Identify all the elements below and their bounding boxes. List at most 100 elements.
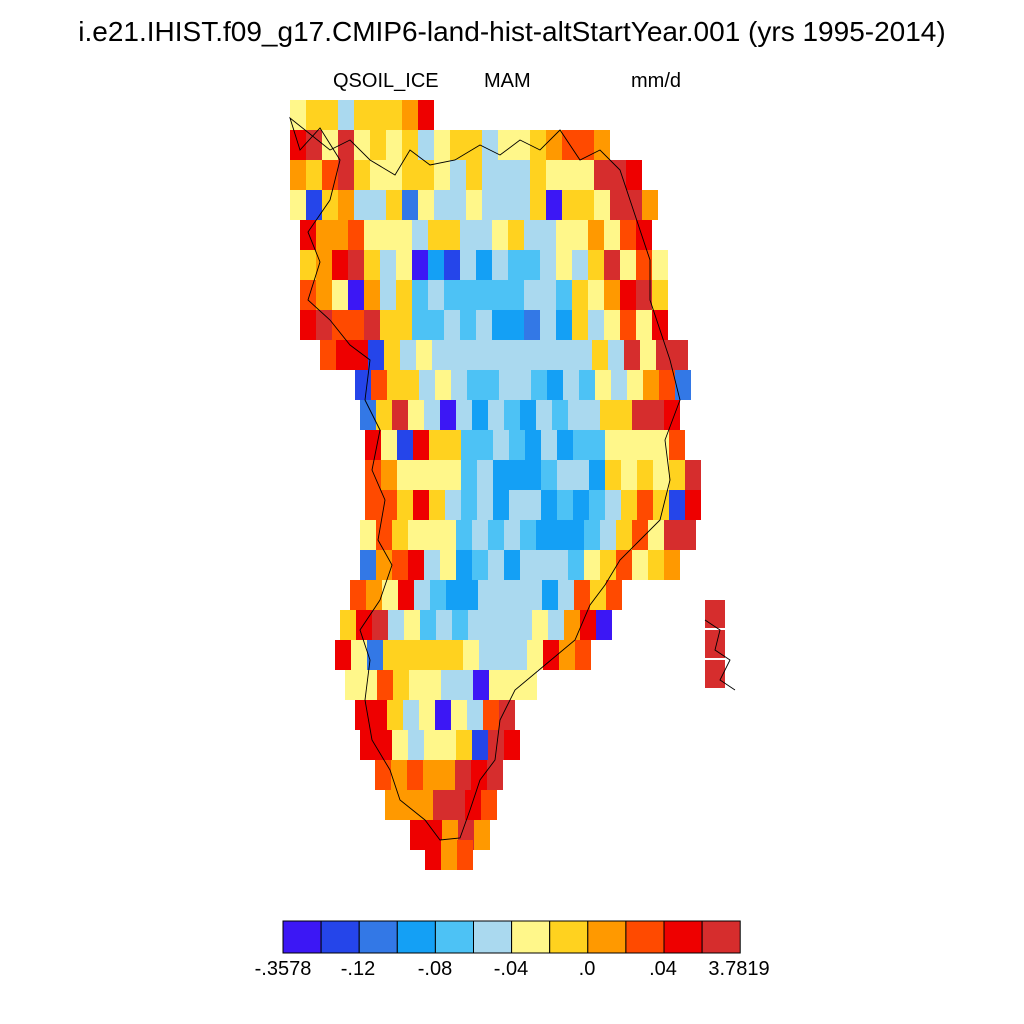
map-grid-cell — [556, 220, 572, 250]
map-grid-cell — [371, 700, 387, 730]
map-grid-cell — [445, 490, 461, 520]
map-grid-cell — [504, 520, 520, 550]
map-grid-cell — [430, 580, 446, 610]
map-grid-cell — [457, 670, 473, 700]
map-grid-cell — [604, 250, 620, 280]
map-grid-cell — [364, 250, 380, 280]
map-grid-cell — [451, 370, 467, 400]
map-grid-cell — [450, 130, 466, 160]
map-grid-cell — [397, 460, 413, 490]
map-grid-cell — [521, 670, 537, 700]
map-grid-cell — [584, 400, 600, 430]
map-grid-cell — [525, 460, 541, 490]
map-grid-cell — [383, 640, 399, 670]
map-grid-cell — [367, 640, 383, 670]
map-grid-cell — [364, 280, 380, 310]
map-grid-cell — [434, 160, 450, 190]
map-grid-cell — [338, 190, 354, 220]
map-grid-cell — [386, 190, 402, 220]
colorbar-tick-label: .0 — [578, 958, 596, 980]
map-grid-cell — [355, 370, 371, 400]
map-grid-cell — [557, 460, 573, 490]
map-grid-cell — [520, 400, 536, 430]
map-grid-cell — [616, 550, 632, 580]
season-label: MAM — [484, 70, 531, 92]
map-grid-cell — [568, 550, 584, 580]
map-grid-cell — [382, 580, 398, 610]
map-grid-cell — [428, 220, 444, 250]
map-grid-cell — [580, 610, 596, 640]
map-grid-cell — [604, 310, 620, 340]
map-grid-cell — [368, 340, 384, 370]
map-grid-cell — [392, 550, 408, 580]
map-grid-cell — [375, 760, 391, 790]
map-grid-cell — [352, 340, 368, 370]
map-grid-cell — [348, 310, 364, 340]
map-grid-cell — [444, 280, 460, 310]
map-grid-cell — [578, 190, 594, 220]
map-grid-cell — [594, 190, 610, 220]
map-grid-cell — [345, 670, 361, 700]
colorbar-box — [587, 920, 627, 954]
map-grid-cell — [572, 250, 588, 280]
map-grid-cell — [440, 520, 456, 550]
map-grid-cell — [412, 220, 428, 250]
colorbar-box — [320, 920, 360, 954]
map-grid-cell — [413, 430, 429, 460]
map-grid-cell — [452, 610, 468, 640]
map-grid-cell — [544, 340, 560, 370]
map-grid-cell — [495, 640, 511, 670]
map-grid-cell — [460, 250, 476, 280]
colorbar-box — [396, 920, 436, 954]
map-grid-cell — [626, 160, 642, 190]
map-grid-cell — [487, 760, 503, 790]
map-grid-cell — [456, 730, 472, 760]
colorbar-box — [625, 920, 665, 954]
map-grid-cell — [608, 340, 624, 370]
map-grid-cell — [499, 370, 515, 400]
map-grid-cell — [648, 550, 664, 580]
map-grid-cell — [531, 370, 547, 400]
map-grid-cell — [355, 700, 371, 730]
map-grid-cell — [492, 310, 508, 340]
map-grid-cell — [466, 160, 482, 190]
map-grid-cell — [636, 250, 652, 280]
map-grid-cell — [640, 340, 656, 370]
map-grid-cell — [632, 550, 648, 580]
colorbar-box — [663, 920, 703, 954]
map-grid-cell — [579, 370, 595, 400]
map-grid-cell — [493, 430, 509, 460]
map-grid-cell — [536, 400, 552, 430]
map-grid-cell — [494, 580, 510, 610]
map-grid-cell — [573, 460, 589, 490]
map-grid-cell — [504, 730, 520, 760]
map-grid-cell — [596, 610, 612, 640]
map-grid-cell — [391, 760, 407, 790]
map-grid-cell — [445, 460, 461, 490]
map-grid-cell — [620, 220, 636, 250]
map-grid-cell — [400, 340, 416, 370]
map-grid-cell — [354, 190, 370, 220]
map-grid-cell — [354, 130, 370, 160]
map-grid-cell — [476, 220, 492, 250]
map-grid-cell — [416, 340, 432, 370]
map-grid-cell — [540, 280, 556, 310]
map-grid-cell — [584, 520, 600, 550]
map-grid-cell — [492, 280, 508, 310]
map-grid-cell — [488, 400, 504, 430]
map-grid-cell — [354, 160, 370, 190]
map-grid-cell — [525, 490, 541, 520]
map-grid-cell — [611, 370, 627, 400]
map-grid-cell — [653, 430, 669, 460]
map-grid-cell — [441, 670, 457, 700]
plot-title: i.e21.IHIST.f09_g17.CMIP6-land-hist-altS… — [78, 16, 946, 47]
map-grid-cell — [463, 640, 479, 670]
map-grid-cell — [434, 190, 450, 220]
map-grid-cell — [664, 400, 680, 430]
map-grid-cell — [589, 430, 605, 460]
map-grid-cell — [572, 220, 588, 250]
colorbar-tick-label: -.12 — [340, 958, 376, 980]
colorbar-tick-label: 3.7819 — [708, 958, 770, 980]
